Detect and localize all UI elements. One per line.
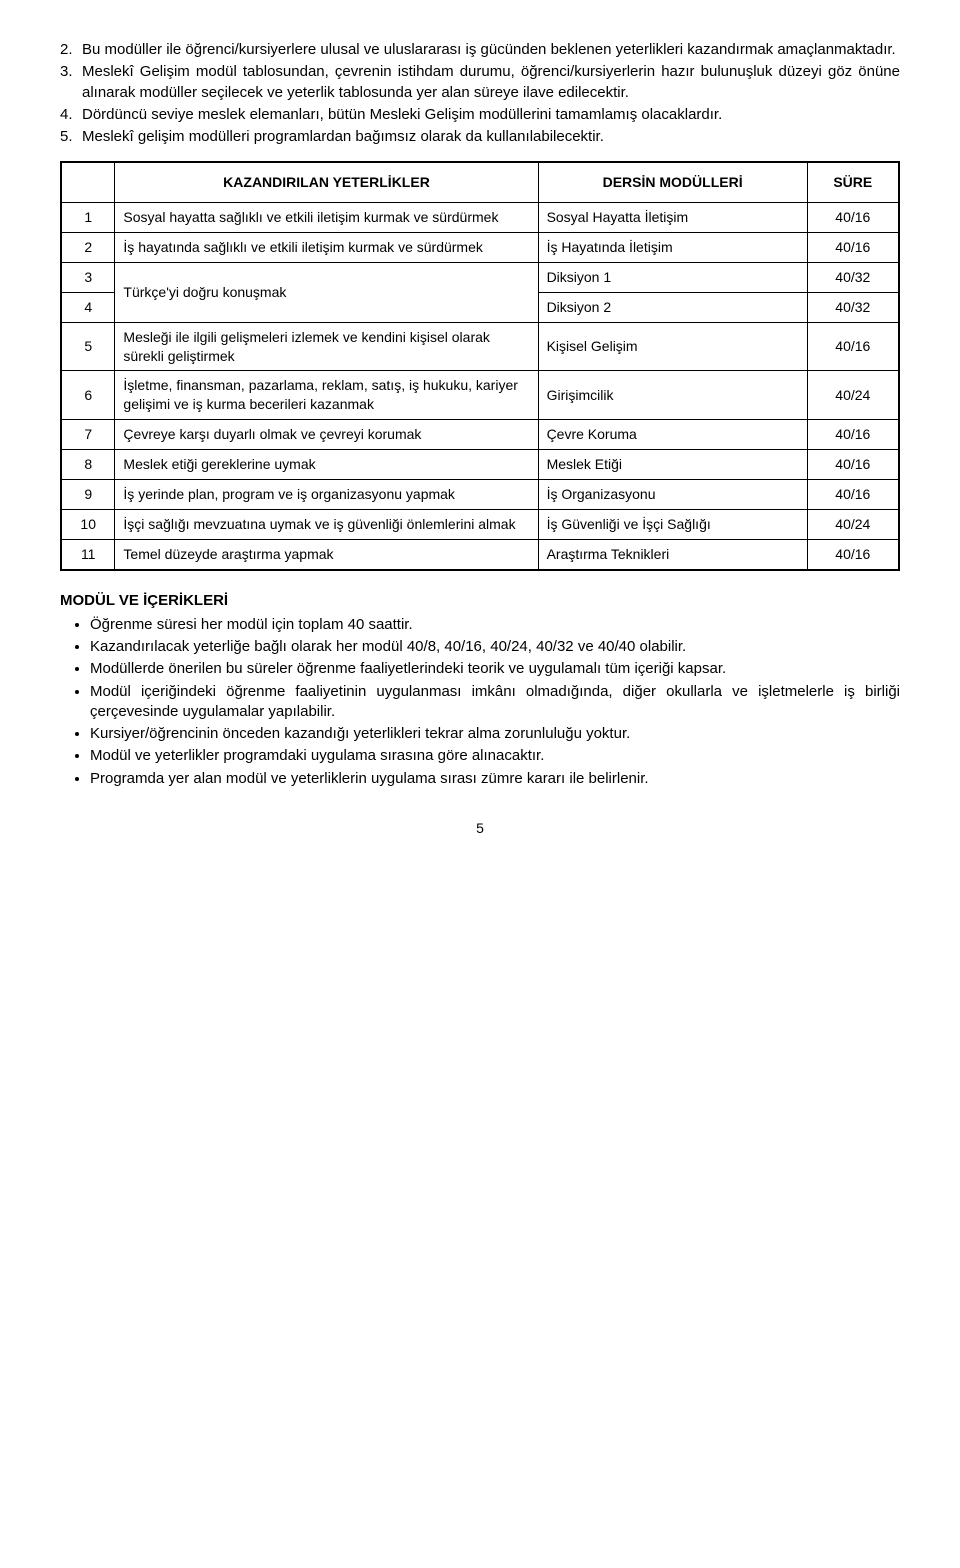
row-duration: 40/16 — [807, 539, 899, 569]
row-index: 8 — [61, 450, 115, 480]
note-text: Meslekî gelişim modülleri programlardan … — [82, 127, 900, 147]
bullet-list: Öğrenme süresi her modül için toplam 40 … — [60, 615, 900, 789]
modules-table: KAZANDIRILAN YETERLİKLER DERSİN MODÜLLER… — [60, 161, 900, 570]
note-text: Bu modüller ile öğrenci/kursiyerlere ulu… — [82, 40, 900, 60]
row-index: 1 — [61, 203, 115, 233]
bullet-item: Modül içeriğindeki öğrenme faaliyetinin … — [90, 682, 900, 723]
head-competency: KAZANDIRILAN YETERLİKLER — [115, 162, 538, 202]
note-number: 3. — [60, 62, 82, 103]
row-duration: 40/16 — [807, 233, 899, 263]
table-row: 3Türkçe'yi doğru konuşmakDiksiyon 140/32 — [61, 262, 899, 292]
row-competency: İşçi sağlığı mevzuatına uymak ve iş güve… — [115, 509, 538, 539]
row-module: İş Organizasyonu — [538, 480, 807, 510]
note-number: 5. — [60, 127, 82, 147]
table-row: 11Temel düzeyde araştırma yapmakAraştırm… — [61, 539, 899, 569]
row-competency: Meslek etiği gereklerine uymak — [115, 450, 538, 480]
row-competency: Sosyal hayatta sağlıklı ve etkili iletiş… — [115, 203, 538, 233]
row-index: 11 — [61, 539, 115, 569]
row-competency: Mesleği ile ilgili gelişmeleri izlemek v… — [115, 322, 538, 371]
section-heading: MODÜL VE İÇERİKLERİ — [60, 591, 900, 611]
note-item: 3.Meslekî Gelişim modül tablosundan, çev… — [60, 62, 900, 103]
note-text: Dördüncü seviye meslek elemanları, bütün… — [82, 105, 900, 125]
table-row: 10İşçi sağlığı mevzuatına uymak ve iş gü… — [61, 509, 899, 539]
row-duration: 40/32 — [807, 292, 899, 322]
row-competency: Çevreye karşı duyarlı olmak ve çevreyi k… — [115, 420, 538, 450]
row-module: İş Hayatında İletişim — [538, 233, 807, 263]
row-duration: 40/16 — [807, 203, 899, 233]
row-module: Sosyal Hayatta İletişim — [538, 203, 807, 233]
row-duration: 40/32 — [807, 262, 899, 292]
table-row: 2İş hayatında sağlıklı ve etkili iletişi… — [61, 233, 899, 263]
row-duration: 40/16 — [807, 420, 899, 450]
note-item: 2.Bu modüller ile öğrenci/kursiyerlere u… — [60, 40, 900, 60]
row-module: Çevre Koruma — [538, 420, 807, 450]
row-duration: 40/24 — [807, 509, 899, 539]
row-index: 10 — [61, 509, 115, 539]
bullet-item: Öğrenme süresi her modül için toplam 40 … — [90, 615, 900, 635]
table-row: 8Meslek etiği gereklerine uymakMeslek Et… — [61, 450, 899, 480]
row-module: Meslek Etiği — [538, 450, 807, 480]
note-number: 2. — [60, 40, 82, 60]
row-competency: İşletme, finansman, pazarlama, reklam, s… — [115, 371, 538, 420]
row-index: 3 — [61, 262, 115, 292]
head-duration: SÜRE — [807, 162, 899, 202]
bullet-item: Programda yer alan modül ve yeterlikleri… — [90, 769, 900, 789]
row-module: Kişisel Gelişim — [538, 322, 807, 371]
row-index: 9 — [61, 480, 115, 510]
row-module: Diksiyon 2 — [538, 292, 807, 322]
head-blank — [61, 162, 115, 202]
head-module: DERSİN MODÜLLERİ — [538, 162, 807, 202]
table-row: 5Mesleği ile ilgili gelişmeleri izlemek … — [61, 322, 899, 371]
table-row: 1Sosyal hayatta sağlıklı ve etkili ileti… — [61, 203, 899, 233]
bullet-item: Kazandırılacak yeterliğe bağlı olarak he… — [90, 637, 900, 657]
note-number: 4. — [60, 105, 82, 125]
row-module: Araştırma Teknikleri — [538, 539, 807, 569]
table-row: 7Çevreye karşı duyarlı olmak ve çevreyi … — [61, 420, 899, 450]
row-competency: İş yerinde plan, program ve iş organizas… — [115, 480, 538, 510]
row-competency: Türkçe'yi doğru konuşmak — [115, 262, 538, 322]
row-index: 5 — [61, 322, 115, 371]
row-index: 7 — [61, 420, 115, 450]
row-module: Diksiyon 1 — [538, 262, 807, 292]
bullet-item: Kursiyer/öğrencinin önceden kazandığı ye… — [90, 724, 900, 744]
row-competency: Temel düzeyde araştırma yapmak — [115, 539, 538, 569]
note-item: 5.Meslekî gelişim modülleri programlarda… — [60, 127, 900, 147]
row-duration: 40/24 — [807, 371, 899, 420]
row-module: İş Güvenliği ve İşçi Sağlığı — [538, 509, 807, 539]
bullet-item: Modüllerde önerilen bu süreler öğrenme f… — [90, 659, 900, 679]
table-row: 9İş yerinde plan, program ve iş organiza… — [61, 480, 899, 510]
row-duration: 40/16 — [807, 322, 899, 371]
row-index: 4 — [61, 292, 115, 322]
note-item: 4.Dördüncü seviye meslek elemanları, büt… — [60, 105, 900, 125]
note-text: Meslekî Gelişim modül tablosundan, çevre… — [82, 62, 900, 103]
page-number: 5 — [60, 819, 900, 838]
table-row: 6İşletme, finansman, pazarlama, reklam, … — [61, 371, 899, 420]
bullet-item: Modül ve yeterlikler programdaki uygulam… — [90, 746, 900, 766]
row-index: 2 — [61, 233, 115, 263]
row-duration: 40/16 — [807, 450, 899, 480]
row-duration: 40/16 — [807, 480, 899, 510]
row-index: 6 — [61, 371, 115, 420]
numbered-notes: 2.Bu modüller ile öğrenci/kursiyerlere u… — [60, 40, 900, 147]
row-competency: İş hayatında sağlıklı ve etkili iletişim… — [115, 233, 538, 263]
row-module: Girişimcilik — [538, 371, 807, 420]
